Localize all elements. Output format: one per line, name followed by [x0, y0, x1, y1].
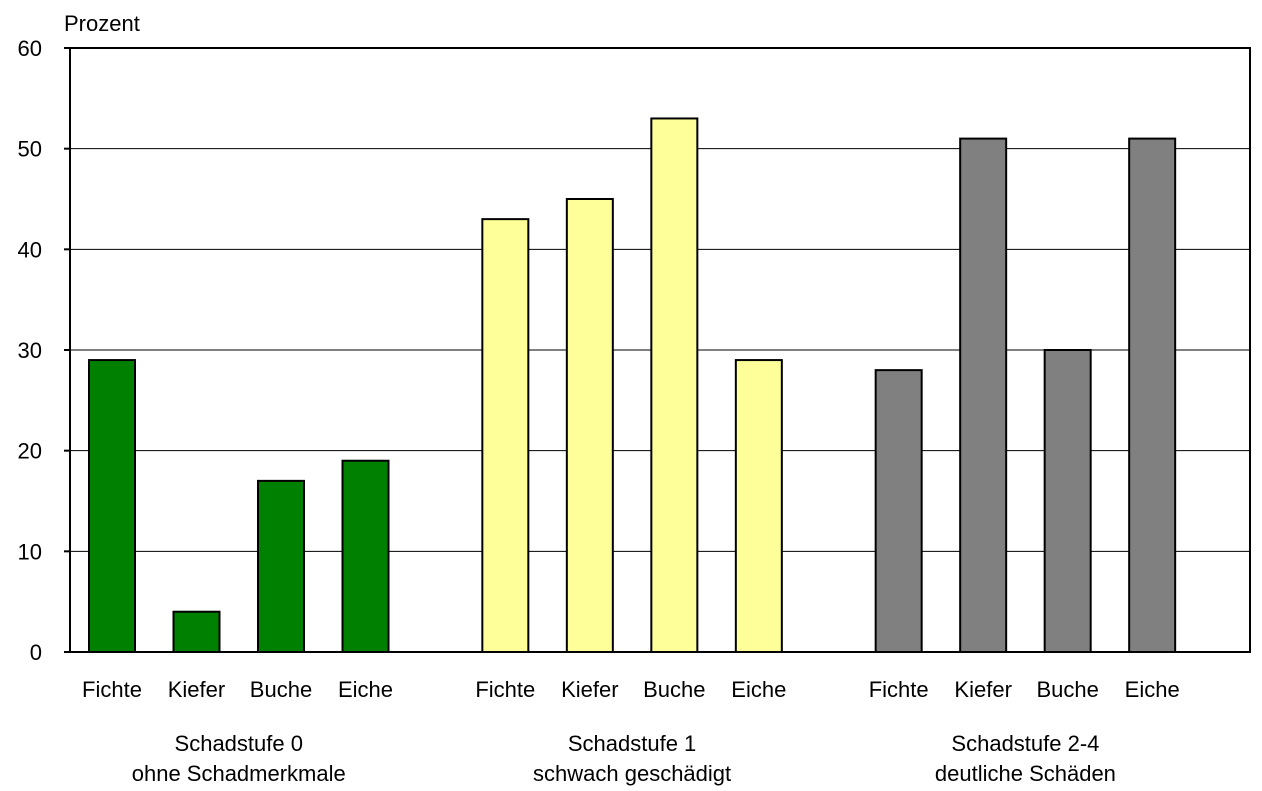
- group-title: Schadstufe 1: [568, 731, 696, 756]
- y-tick-label: 20: [18, 439, 42, 464]
- bar-kiefer-group-2: [959, 137, 1008, 654]
- x-tick-labels: Fichte Kiefer Buche Eiche Fichte Kiefer Buche E…: [82, 677, 1180, 702]
- bars: [88, 117, 1177, 654]
- bar-eiche-group-0: [341, 459, 390, 653]
- bar-kiefer-group-0: [172, 610, 221, 654]
- bar-fichte-group-0: [88, 359, 136, 653]
- bar-kiefer-group-1: [565, 198, 614, 653]
- group-subtitle: deutliche Schäden: [935, 761, 1116, 786]
- group-title: Schadstufe 2-4: [951, 731, 1099, 756]
- x-tick-label: Fichte: [82, 677, 142, 702]
- x-tick-label: Eiche: [338, 677, 393, 702]
- y-tick-labels: 0 10 20 30 40 50 60: [18, 36, 42, 665]
- group-subtitle: ohne Schadmerkmale: [132, 761, 346, 786]
- bar-buche-group-1: [650, 117, 699, 653]
- x-tick-label: Buche: [1036, 677, 1098, 702]
- x-tick-label: Buche: [643, 677, 705, 702]
- y-tick-label: 50: [18, 137, 42, 162]
- bar-fichte-group-1: [481, 218, 530, 653]
- bar-buche-group-2: [1043, 349, 1092, 653]
- bar-eiche-group-1: [734, 359, 783, 653]
- y-tick-label: 0: [30, 640, 42, 665]
- y-tick-label: 30: [18, 338, 42, 363]
- x-tick-label: Kiefer: [561, 677, 618, 702]
- y-tick-label: 60: [18, 36, 42, 61]
- bar-buche-group-0: [257, 479, 305, 653]
- group-labels: Schadstufe 0 ohne Schadmerkmale Schadstufe…: [132, 731, 1116, 786]
- y-tick-label: 10: [18, 539, 42, 564]
- bar-fichte-group-2: [874, 369, 923, 653]
- x-tick-label: Eiche: [1125, 677, 1180, 702]
- axes: [64, 47, 1251, 653]
- x-tick-label: Kiefer: [168, 677, 225, 702]
- group-subtitle: schwach geschädigt: [533, 761, 731, 786]
- x-tick-label: Eiche: [731, 677, 786, 702]
- x-tick-label: Buche: [250, 677, 312, 702]
- x-tick-label: Kiefer: [954, 677, 1011, 702]
- group-title: Schadstufe 0: [175, 731, 303, 756]
- x-tick-label: Fichte: [475, 677, 535, 702]
- y-tick-label: 40: [18, 237, 42, 262]
- y-axis-label: Prozent: [64, 11, 140, 36]
- bar-eiche-group-2: [1128, 137, 1177, 654]
- x-tick-label: Fichte: [869, 677, 929, 702]
